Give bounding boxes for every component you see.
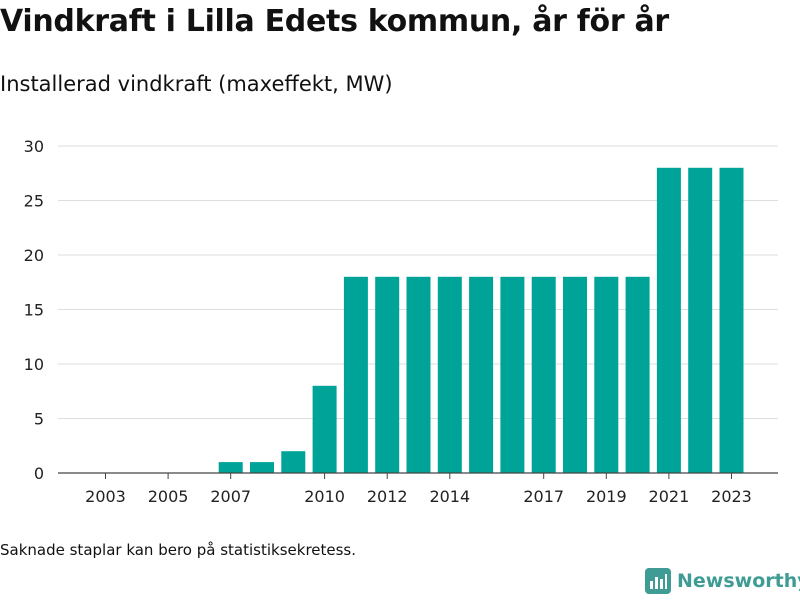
- bar-2021: [656, 167, 681, 474]
- y-tick-label: 20: [24, 246, 44, 265]
- bar-2015: [469, 276, 494, 473]
- x-tick-label: 2007: [210, 487, 251, 506]
- x-tick-label: 2003: [85, 487, 126, 506]
- y-tick-label: 15: [24, 301, 44, 320]
- bar-2013: [406, 276, 431, 473]
- chart-title: Vindkraft i Lilla Edets kommun, år för å…: [0, 4, 669, 39]
- x-axis-ticks: 2003 2005 2007 2010 2012 2014 2017 2019 2021 2023: [85, 473, 752, 506]
- bars: [218, 167, 744, 474]
- brand-name: Newsworthy: [677, 570, 800, 592]
- brand-logo[interactable]: Newsworthy: [645, 568, 800, 594]
- x-tick-label: 2005: [148, 487, 189, 506]
- bar-2011: [343, 276, 368, 473]
- x-tick-label: 2010: [304, 487, 345, 506]
- newsworthy-logo-icon: [645, 568, 671, 594]
- bar-2017: [531, 276, 556, 473]
- bar-2007: [218, 462, 243, 473]
- x-tick-label: 2019: [586, 487, 627, 506]
- footnote: Saknade staplar kan bero på statistiksek…: [0, 541, 357, 559]
- y-axis-ticks: 0 5 10 15 20 25 30: [24, 137, 44, 483]
- bar-2016: [500, 276, 525, 473]
- chart-subtitle: Installerad vindkraft (maxeffekt, MW): [0, 72, 393, 96]
- x-tick-label: 2012: [367, 487, 408, 506]
- bar-2010: [312, 385, 337, 473]
- bar-2009: [281, 451, 306, 473]
- bar-2020: [625, 276, 650, 473]
- y-tick-label: 10: [24, 355, 44, 374]
- bar-chart: 0 5 10 15 20 25 30 2003 2005 2007 2010 2012 2014 201…: [24, 137, 778, 506]
- x-tick-label: 2023: [711, 487, 752, 506]
- y-tick-label: 0: [34, 464, 44, 483]
- x-tick-label: 2021: [649, 487, 690, 506]
- x-tick-label: 2017: [523, 487, 564, 506]
- x-tick-label: 2014: [429, 487, 470, 506]
- bar-2019: [594, 276, 619, 473]
- bar-2008: [250, 462, 274, 473]
- bar-2018: [563, 276, 587, 473]
- bar-2014: [437, 276, 462, 473]
- bar-2022: [688, 167, 713, 474]
- bar-2023: [719, 167, 744, 474]
- y-tick-label: 5: [34, 410, 44, 429]
- y-tick-label: 25: [24, 192, 44, 211]
- y-tick-label: 30: [24, 137, 44, 156]
- bar-2012: [375, 276, 400, 473]
